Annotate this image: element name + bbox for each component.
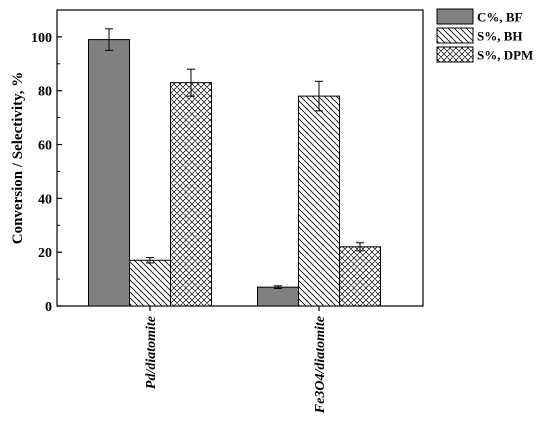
plot-frame bbox=[56, 9, 424, 307]
y-tick-label: 80 bbox=[38, 85, 52, 100]
y-axis-title: Conversion / Selectivity, % bbox=[10, 72, 26, 245]
bar-s-dpm-0 bbox=[170, 82, 212, 307]
legend-swatch bbox=[436, 46, 474, 63]
legend-swatch bbox=[436, 8, 474, 25]
bar-c-bf-0 bbox=[88, 39, 130, 307]
x-category-label: Pd/diatomite bbox=[144, 316, 159, 389]
y-tick-label: 0 bbox=[45, 300, 52, 315]
legend-label: S%, DPM bbox=[477, 48, 533, 63]
bar-c-bf-1 bbox=[257, 286, 299, 307]
x-axis: Pd/diatomite Fe3O4/diatomite bbox=[144, 306, 328, 414]
y-tick-label: 60 bbox=[38, 139, 52, 154]
y-tick-label: 100 bbox=[31, 31, 52, 46]
bar-s-bh-1 bbox=[298, 95, 340, 307]
plot-frame-group bbox=[56, 9, 424, 307]
y-tick-label: 20 bbox=[38, 246, 52, 261]
y-axis: 0 20 40 60 80 100 bbox=[31, 31, 62, 315]
y-tick-label: 40 bbox=[38, 192, 52, 207]
legend-label: C%, BF bbox=[477, 10, 523, 25]
bars-group bbox=[88, 28, 381, 307]
legend: C%, BF S%, BH S%, DPM bbox=[436, 8, 533, 63]
legend-swatch bbox=[436, 27, 474, 44]
bar-s-dpm-1 bbox=[339, 246, 381, 307]
x-category-label: Fe3O4/diatomite bbox=[313, 316, 328, 414]
bar-s-bh-0 bbox=[129, 259, 171, 307]
legend-label: S%, BH bbox=[477, 29, 523, 44]
